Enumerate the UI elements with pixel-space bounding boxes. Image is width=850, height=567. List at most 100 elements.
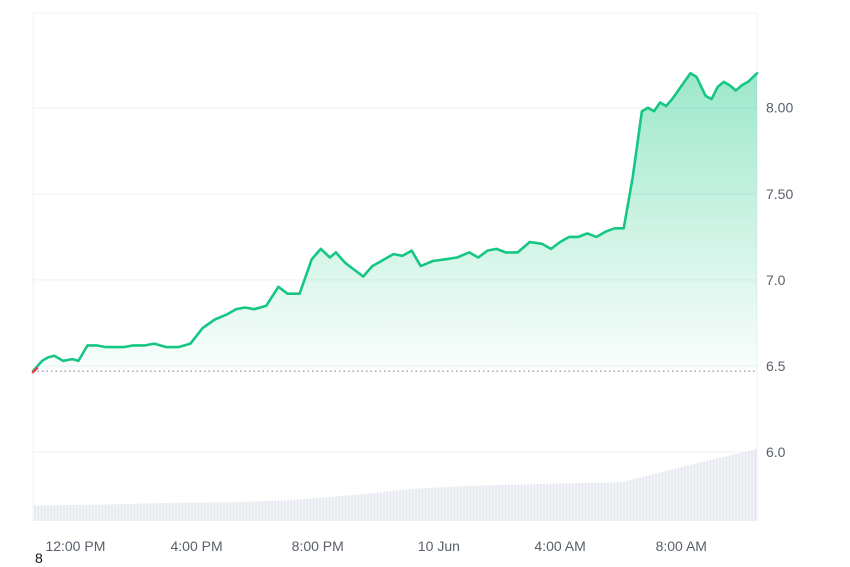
volume-bar-20 bbox=[98, 504, 101, 521]
volume-bar-204 bbox=[686, 465, 690, 521]
volume-bars bbox=[34, 449, 757, 521]
volume-bar-152 bbox=[520, 484, 523, 521]
volume-bar-133 bbox=[459, 486, 462, 521]
volume-bar-119 bbox=[414, 488, 418, 521]
volume-bar-134 bbox=[462, 486, 466, 521]
volume-bar-169 bbox=[574, 483, 578, 521]
volume-bar-73 bbox=[267, 501, 270, 521]
volume-bar-96 bbox=[341, 495, 344, 521]
volume-bar-117 bbox=[408, 489, 411, 521]
volume-bar-52 bbox=[200, 502, 203, 521]
volume-bar-99 bbox=[350, 495, 354, 521]
volume-bar-127 bbox=[440, 487, 443, 521]
volume-bar-140 bbox=[482, 485, 485, 521]
volume-bar-87 bbox=[312, 498, 315, 521]
volume-bar-54 bbox=[206, 502, 210, 521]
volume-bar-149 bbox=[510, 484, 514, 521]
volume-bar-189 bbox=[638, 477, 642, 521]
volume-bar-184 bbox=[622, 481, 626, 521]
volume-bar-2 bbox=[40, 505, 43, 521]
volume-bar-88 bbox=[315, 498, 318, 521]
volume-bar-81 bbox=[293, 499, 296, 521]
volume-bar-19 bbox=[94, 504, 98, 521]
volume-bar-190 bbox=[642, 476, 645, 521]
volume-bar-28 bbox=[123, 504, 126, 521]
x-tick-label-1: 4:00 PM bbox=[171, 538, 223, 554]
volume-bar-41 bbox=[165, 502, 168, 521]
volume-bar-9 bbox=[62, 505, 66, 521]
volume-bar-24 bbox=[110, 504, 114, 521]
volume-bar-197 bbox=[664, 471, 667, 521]
volume-bar-219 bbox=[734, 453, 738, 521]
volume-bar-75 bbox=[274, 500, 277, 521]
volume-bar-223 bbox=[747, 450, 750, 521]
volume-bar-187 bbox=[632, 479, 635, 521]
volume-bar-59 bbox=[222, 502, 226, 521]
volume-bar-186 bbox=[629, 480, 632, 521]
volume-bar-109 bbox=[382, 491, 386, 521]
volume-bar-207 bbox=[696, 463, 699, 521]
volume-bar-30 bbox=[130, 503, 133, 521]
volume-bar-148 bbox=[507, 484, 510, 521]
volume-bar-69 bbox=[254, 501, 258, 521]
volume-bar-92 bbox=[328, 497, 331, 521]
volume-bar-39 bbox=[158, 503, 162, 521]
volume-bar-212 bbox=[712, 459, 715, 521]
y-tick-label-4: 6.0 bbox=[766, 444, 786, 460]
volume-bar-156 bbox=[533, 484, 536, 521]
volume-bar-5 bbox=[50, 505, 53, 521]
volume-bar-125 bbox=[434, 487, 437, 521]
volume-bar-86 bbox=[309, 498, 312, 521]
volume-bar-155 bbox=[530, 484, 533, 521]
volume-bar-180 bbox=[610, 482, 613, 521]
volume-bar-175 bbox=[594, 482, 597, 521]
volume-bar-62 bbox=[232, 502, 235, 521]
volume-bar-110 bbox=[386, 491, 389, 521]
volume-bar-151 bbox=[517, 484, 520, 521]
price-area bbox=[31, 72, 759, 373]
volume-bar-217 bbox=[728, 455, 731, 521]
volume-bar-222 bbox=[744, 451, 747, 521]
volume-bar-61 bbox=[229, 502, 232, 521]
volume-bar-76 bbox=[277, 500, 280, 521]
volume-bar-82 bbox=[296, 499, 299, 521]
volume-bar-177 bbox=[600, 482, 603, 521]
volume-bar-37 bbox=[152, 503, 155, 521]
volume-bar-210 bbox=[706, 460, 709, 521]
volume-bar-72 bbox=[264, 501, 267, 521]
volume-bar-202 bbox=[680, 466, 683, 521]
volume-bar-33 bbox=[139, 503, 142, 521]
volume-bar-206 bbox=[693, 463, 696, 521]
volume-bar-154 bbox=[526, 484, 530, 521]
y-tick-label-3: 6.5 bbox=[766, 358, 786, 374]
volume-bar-183 bbox=[619, 482, 622, 521]
volume-bar-102 bbox=[360, 494, 363, 521]
volume-bar-167 bbox=[568, 483, 571, 521]
volume-bar-215 bbox=[722, 457, 725, 521]
volume-bar-36 bbox=[149, 503, 152, 521]
volume-bar-118 bbox=[411, 488, 414, 521]
volume-bar-122 bbox=[424, 488, 427, 521]
volume-bar-8 bbox=[59, 505, 62, 521]
volume-bar-123 bbox=[427, 488, 430, 521]
volume-bar-0 bbox=[34, 505, 37, 521]
x-tick-label-4: 4:00 AM bbox=[534, 538, 585, 554]
volume-bar-17 bbox=[88, 504, 91, 521]
volume-bar-107 bbox=[376, 492, 379, 521]
volume-bar-15 bbox=[82, 504, 85, 521]
volume-bar-56 bbox=[213, 502, 216, 521]
volume-bar-40 bbox=[162, 503, 165, 521]
volume-bar-67 bbox=[248, 501, 251, 521]
volume-bar-199 bbox=[670, 469, 674, 521]
volume-bar-138 bbox=[475, 485, 478, 521]
volume-bar-18 bbox=[91, 504, 94, 521]
volume-bar-139 bbox=[478, 485, 482, 521]
volume-bar-111 bbox=[389, 491, 392, 521]
volume-bar-174 bbox=[590, 482, 594, 521]
volume-bar-108 bbox=[379, 492, 382, 521]
volume-bar-22 bbox=[104, 504, 107, 521]
volume-bar-132 bbox=[456, 486, 459, 521]
volume-bar-192 bbox=[648, 475, 651, 521]
volume-bar-58 bbox=[219, 502, 222, 521]
